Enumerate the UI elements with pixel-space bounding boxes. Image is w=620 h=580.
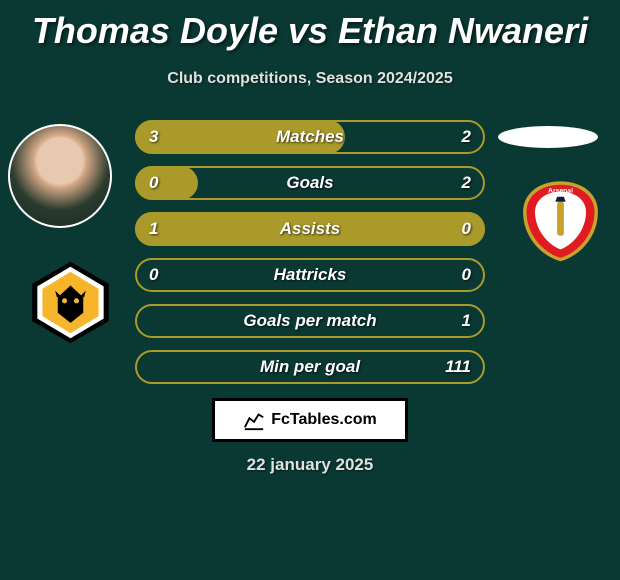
- stat-value-right: 2: [462, 173, 471, 193]
- stat-label: Hattricks: [135, 265, 485, 285]
- stat-value-right: 2: [462, 127, 471, 147]
- stat-label: Assists: [135, 219, 485, 239]
- brand-text: FcTables.com: [271, 411, 377, 429]
- stat-row: Goals per match1: [135, 304, 485, 338]
- club-right-badge: Arsenal: [518, 178, 603, 263]
- stat-label: Goals: [135, 173, 485, 193]
- stat-value-right: 1: [462, 311, 471, 331]
- stat-value-right: 0: [462, 219, 471, 239]
- stat-label: Matches: [135, 127, 485, 147]
- subtitle: Club competitions, Season 2024/2025: [0, 70, 620, 88]
- stat-row: 3Matches2: [135, 120, 485, 154]
- svg-text:Arsenal: Arsenal: [548, 187, 573, 194]
- page-title: Thomas Doyle vs Ethan Nwaneri: [0, 0, 620, 52]
- stat-value-right: 111: [445, 357, 471, 377]
- stat-row: 0Hattricks0: [135, 258, 485, 292]
- stat-value-right: 0: [462, 265, 471, 285]
- stat-label: Min per goal: [135, 357, 485, 377]
- player-right-placeholder: [498, 126, 598, 148]
- stat-row: Min per goal111: [135, 350, 485, 384]
- chart-icon: [243, 409, 265, 431]
- date-text: 22 january 2025: [0, 455, 620, 475]
- player-left-avatar: [8, 124, 112, 228]
- stat-row: 1Assists0: [135, 212, 485, 246]
- stats-area: 3Matches20Goals21Assists00Hattricks0Goal…: [135, 120, 485, 396]
- brand-box: FcTables.com: [212, 398, 408, 442]
- stat-label: Goals per match: [135, 311, 485, 331]
- stat-row: 0Goals2: [135, 166, 485, 200]
- club-left-badge: [28, 260, 113, 345]
